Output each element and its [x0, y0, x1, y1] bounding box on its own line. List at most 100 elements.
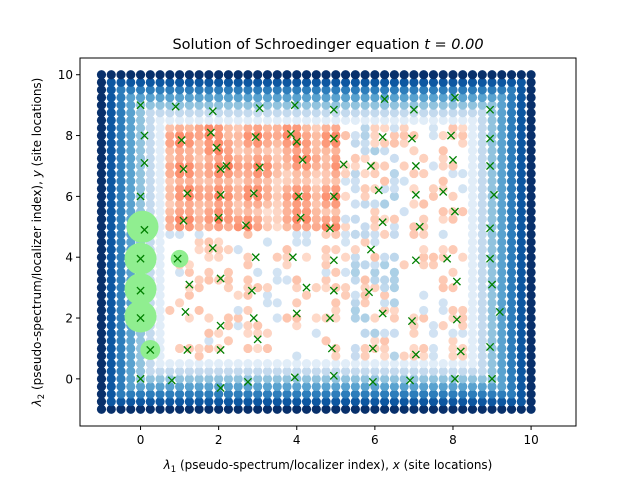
spectrum-dot-1201	[419, 153, 429, 163]
spectrum-dot-1527	[506, 206, 517, 217]
site-marker-17	[181, 307, 190, 317]
spectrum-dot-757	[282, 77, 292, 87]
spectrum-dot-70	[106, 214, 116, 224]
spectrum-dot-556	[233, 397, 243, 407]
spectrum-dot-500	[214, 214, 224, 224]
spectrum-dot-745	[282, 168, 292, 179]
spectrum-dot-1100	[389, 397, 399, 407]
spectrum-dot-922	[331, 138, 341, 148]
spectrum-dot-351	[174, 359, 185, 369]
spectrum-dot-68	[106, 229, 116, 239]
site-marker-76	[415, 222, 424, 231]
spectrum-dot-1611	[526, 252, 536, 262]
spectrum-dot-394	[184, 206, 194, 217]
spectrum-dot-634	[253, 328, 263, 338]
spectrum-dot-1063	[370, 77, 380, 87]
spectrum-dot-602	[243, 260, 253, 270]
spectrum-dot-521	[223, 397, 234, 407]
spectrum-dot-641	[253, 199, 263, 209]
spectrum-dot-309	[155, 108, 165, 118]
spectrum-dot-458	[204, 328, 214, 338]
spectrum-dot-221	[135, 92, 146, 103]
spectrum-dot-454	[204, 366, 214, 376]
spectrum-dot-439	[194, 138, 204, 148]
spectrum-dot-1350	[467, 184, 478, 194]
spectrum-dot-1573	[516, 199, 526, 209]
spectrum-dot-327	[165, 199, 175, 209]
spectrum-dot-1182	[419, 397, 429, 407]
spectrum-dot-253	[145, 191, 155, 201]
spectrum-dot-524	[223, 374, 234, 384]
spectrum-dot-1213	[428, 374, 439, 384]
spectrum-dot-447	[194, 77, 204, 87]
spectrum-dot-399	[184, 168, 194, 179]
wavefunction-point-0	[126, 210, 159, 243]
spectrum-dot-771	[292, 275, 302, 285]
spectrum-dot-965	[350, 359, 360, 369]
spectrum-dot-305	[155, 138, 165, 148]
spectrum-dot-718	[272, 123, 282, 133]
spectrum-dot-799	[301, 374, 312, 384]
spectrum-dot-1143	[399, 176, 409, 186]
spectrum-dot-80	[106, 138, 116, 148]
spectrum-dot-1376	[477, 328, 487, 338]
site-marker-6	[136, 286, 145, 295]
spectrum-dot-957	[340, 77, 351, 87]
spectrum-dot-541	[223, 168, 234, 179]
spectrum-dot-1549	[516, 381, 526, 392]
spectrum-dot-1154	[399, 70, 409, 80]
spectrum-dot-1373	[477, 351, 487, 361]
spectrum-dot-1018	[360, 146, 370, 156]
spectrum-dot-992	[350, 77, 360, 87]
spectrum-dot-1414	[487, 381, 497, 392]
spectrum-dot-1279	[448, 245, 458, 255]
spectrum-dot-460	[204, 275, 214, 285]
spectrum-dot-1126	[389, 115, 399, 125]
spectrum-dot-1167	[409, 229, 419, 239]
spectrum-dot-1250	[438, 206, 448, 217]
spectrum-dot-1332	[467, 321, 478, 331]
spectrum-dot-773	[292, 229, 302, 239]
spectrum-dot-1061	[370, 92, 380, 103]
spectrum-dot-788	[292, 115, 302, 125]
spectrum-dot-817	[301, 138, 312, 148]
spectrum-dot-1108	[389, 313, 399, 323]
spectrum-dot-1352	[467, 168, 478, 179]
spectrum-dot-1226	[428, 123, 439, 133]
site-marker-21	[206, 128, 215, 137]
spectrum-dot-949	[340, 168, 351, 179]
spectrum-dot-935	[340, 381, 351, 392]
spectrum-dot-1094	[380, 100, 390, 110]
spectrum-dot-1181	[419, 404, 429, 414]
spectrum-dot-811	[301, 184, 312, 194]
spectrum-dot-1566	[516, 252, 526, 262]
spectrum-dot-395	[184, 199, 194, 209]
spectrum-dot-1409	[477, 77, 487, 87]
spectrum-dot-341	[165, 92, 175, 103]
spectrum-dot-912	[331, 214, 341, 224]
spectrum-dot-328	[165, 191, 175, 201]
spectrum-dot-1230	[428, 92, 439, 103]
spectrum-dot-760	[292, 397, 302, 407]
spectrum-dot-362	[174, 191, 185, 201]
site-marker-92	[486, 134, 495, 143]
spectrum-dot-1294	[458, 404, 468, 414]
spectrum-dot-610	[243, 184, 253, 194]
site-marker-82	[446, 131, 456, 140]
spectrum-dot-1185	[419, 374, 429, 384]
spectrum-dot-42	[96, 85, 107, 95]
spectrum-dot-528	[223, 321, 234, 331]
spectrum-dot-1269	[448, 366, 458, 376]
spectrum-dot-696	[272, 381, 282, 392]
spectrum-dot-179	[126, 70, 136, 80]
spectrum-dot-181	[135, 397, 146, 407]
spectrum-dot-1570	[516, 222, 526, 232]
spectrum-dot-1412	[487, 397, 497, 407]
site-marker-66	[378, 218, 387, 227]
spectrum-dot-479	[204, 115, 214, 125]
spectrum-dot-852	[311, 108, 321, 118]
spectrum-dot-1379	[477, 305, 487, 316]
spectrum-dot-344	[165, 70, 175, 80]
spectrum-dot-708	[272, 199, 282, 209]
spectrum-dot-1060	[370, 100, 380, 110]
